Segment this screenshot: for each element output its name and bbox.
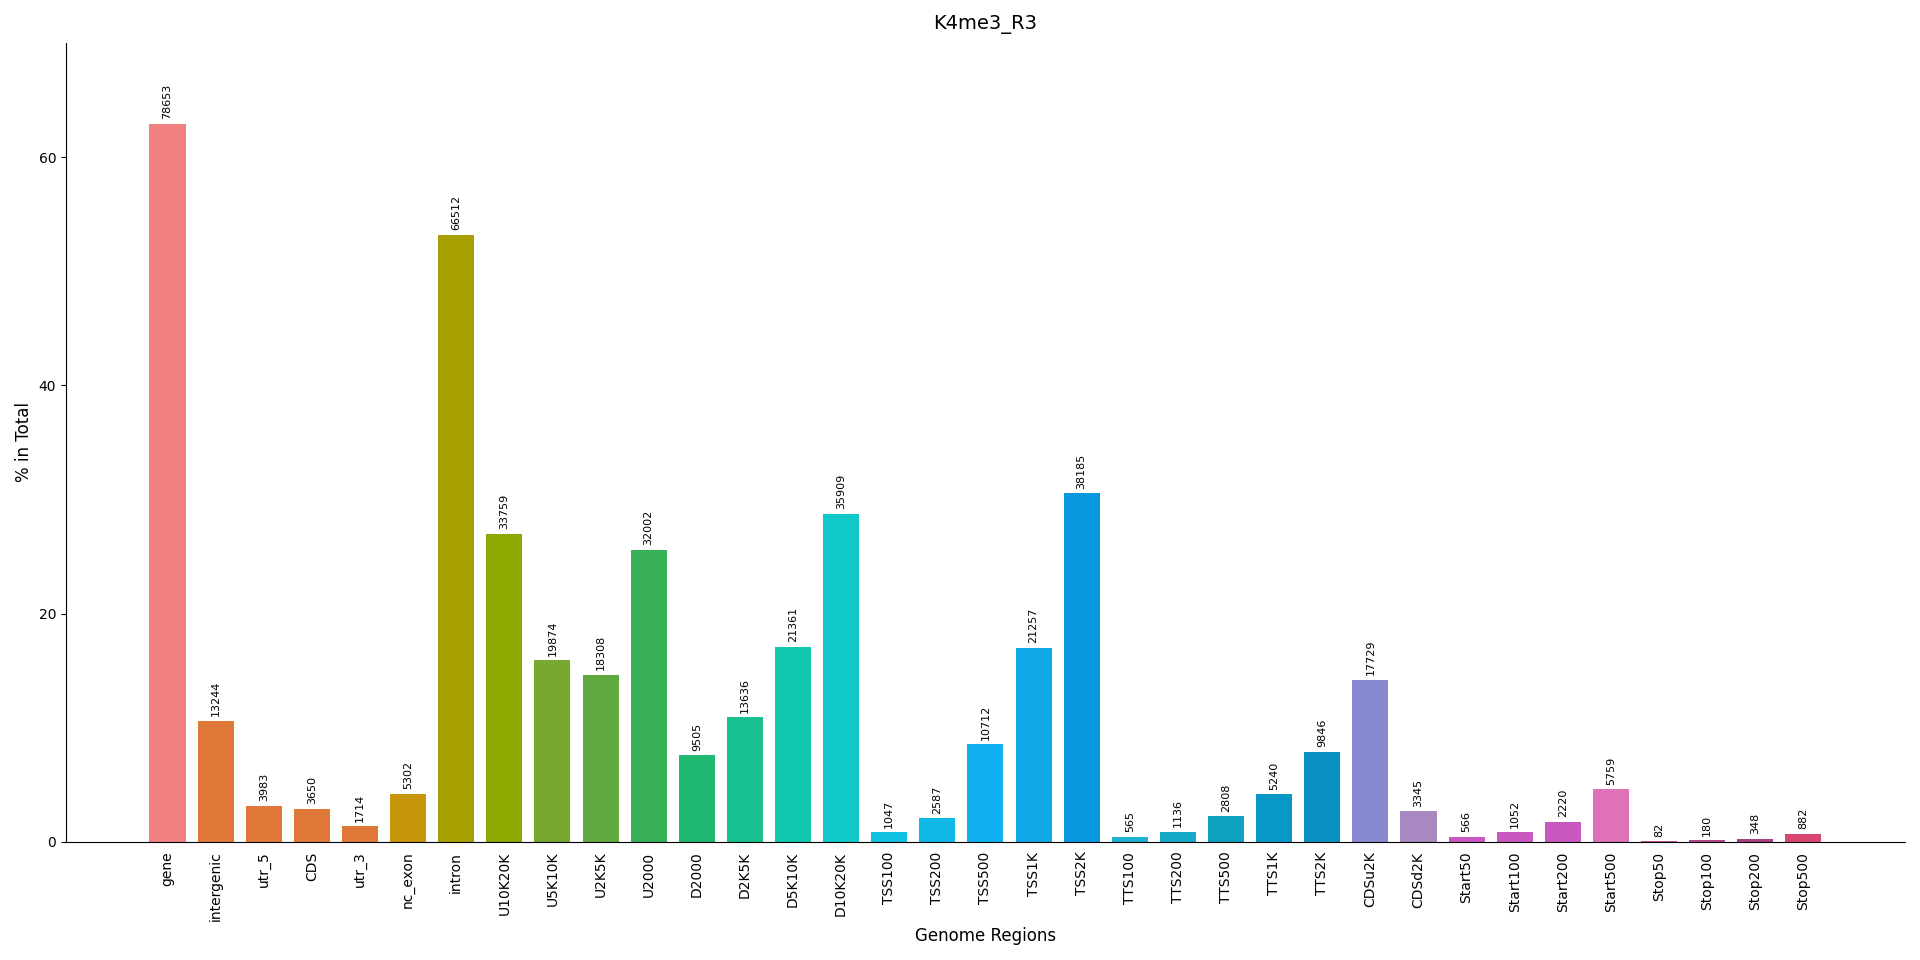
Bar xyxy=(1498,832,1532,842)
Bar xyxy=(968,744,1004,842)
Text: 9505: 9505 xyxy=(691,723,703,751)
Y-axis label: % in Total: % in Total xyxy=(15,402,33,483)
X-axis label: Genome Regions: Genome Regions xyxy=(916,927,1056,945)
Bar xyxy=(824,514,858,842)
Bar xyxy=(1160,831,1196,842)
Text: 38185: 38185 xyxy=(1077,453,1087,489)
Bar xyxy=(342,827,378,842)
Text: 1714: 1714 xyxy=(355,794,365,822)
Bar xyxy=(534,660,570,842)
Text: 5759: 5759 xyxy=(1605,756,1617,785)
Text: 35909: 35909 xyxy=(835,474,847,510)
Bar xyxy=(1064,493,1100,842)
Text: 2808: 2808 xyxy=(1221,783,1231,812)
Bar xyxy=(728,717,762,842)
Bar xyxy=(246,805,282,842)
Text: 3345: 3345 xyxy=(1413,779,1423,806)
Text: 10712: 10712 xyxy=(981,705,991,739)
Bar xyxy=(1208,816,1244,842)
Text: 882: 882 xyxy=(1799,808,1809,829)
Bar xyxy=(294,808,330,842)
Bar xyxy=(1448,837,1484,842)
Bar xyxy=(1256,794,1292,842)
Bar xyxy=(1016,648,1052,842)
Text: 78653: 78653 xyxy=(163,84,173,119)
Bar xyxy=(1594,789,1628,842)
Bar xyxy=(1690,840,1726,842)
Bar xyxy=(1786,834,1822,842)
Text: 3650: 3650 xyxy=(307,776,317,804)
Text: 13244: 13244 xyxy=(211,681,221,716)
Title: K4me3_R3: K4me3_R3 xyxy=(933,15,1037,34)
Text: 9846: 9846 xyxy=(1317,719,1327,748)
Text: 3983: 3983 xyxy=(259,773,269,801)
Bar xyxy=(920,818,956,842)
Text: 348: 348 xyxy=(1751,813,1761,834)
Bar xyxy=(438,234,474,842)
Bar xyxy=(1738,839,1774,842)
Text: 21257: 21257 xyxy=(1029,608,1039,643)
Text: 1052: 1052 xyxy=(1509,800,1521,828)
Bar xyxy=(198,721,234,842)
Text: 82: 82 xyxy=(1653,823,1665,837)
Bar xyxy=(486,534,522,842)
Text: 5240: 5240 xyxy=(1269,761,1279,789)
Text: 18308: 18308 xyxy=(595,635,605,670)
Bar xyxy=(390,794,426,842)
Text: 17729: 17729 xyxy=(1365,640,1375,676)
Text: 66512: 66512 xyxy=(451,195,461,230)
Text: 2587: 2587 xyxy=(933,785,943,814)
Text: 2220: 2220 xyxy=(1557,789,1569,817)
Text: 33759: 33759 xyxy=(499,493,509,529)
Bar xyxy=(1546,822,1580,842)
Bar xyxy=(680,756,714,842)
Text: 13636: 13636 xyxy=(739,678,751,713)
Bar xyxy=(630,550,666,842)
Bar xyxy=(1352,680,1388,842)
Bar xyxy=(1400,811,1436,842)
Text: 566: 566 xyxy=(1461,811,1471,832)
Text: 1047: 1047 xyxy=(885,800,895,828)
Bar xyxy=(776,647,810,842)
Text: 1136: 1136 xyxy=(1173,799,1183,827)
Text: 180: 180 xyxy=(1703,815,1713,836)
Bar xyxy=(1112,837,1148,842)
Bar xyxy=(1304,752,1340,842)
Bar xyxy=(872,832,908,842)
Bar xyxy=(582,675,618,842)
Bar xyxy=(150,124,186,842)
Text: 19874: 19874 xyxy=(547,620,557,656)
Text: 21361: 21361 xyxy=(787,608,799,642)
Text: 32002: 32002 xyxy=(643,510,653,545)
Text: 5302: 5302 xyxy=(403,761,413,789)
Text: 565: 565 xyxy=(1125,811,1135,832)
